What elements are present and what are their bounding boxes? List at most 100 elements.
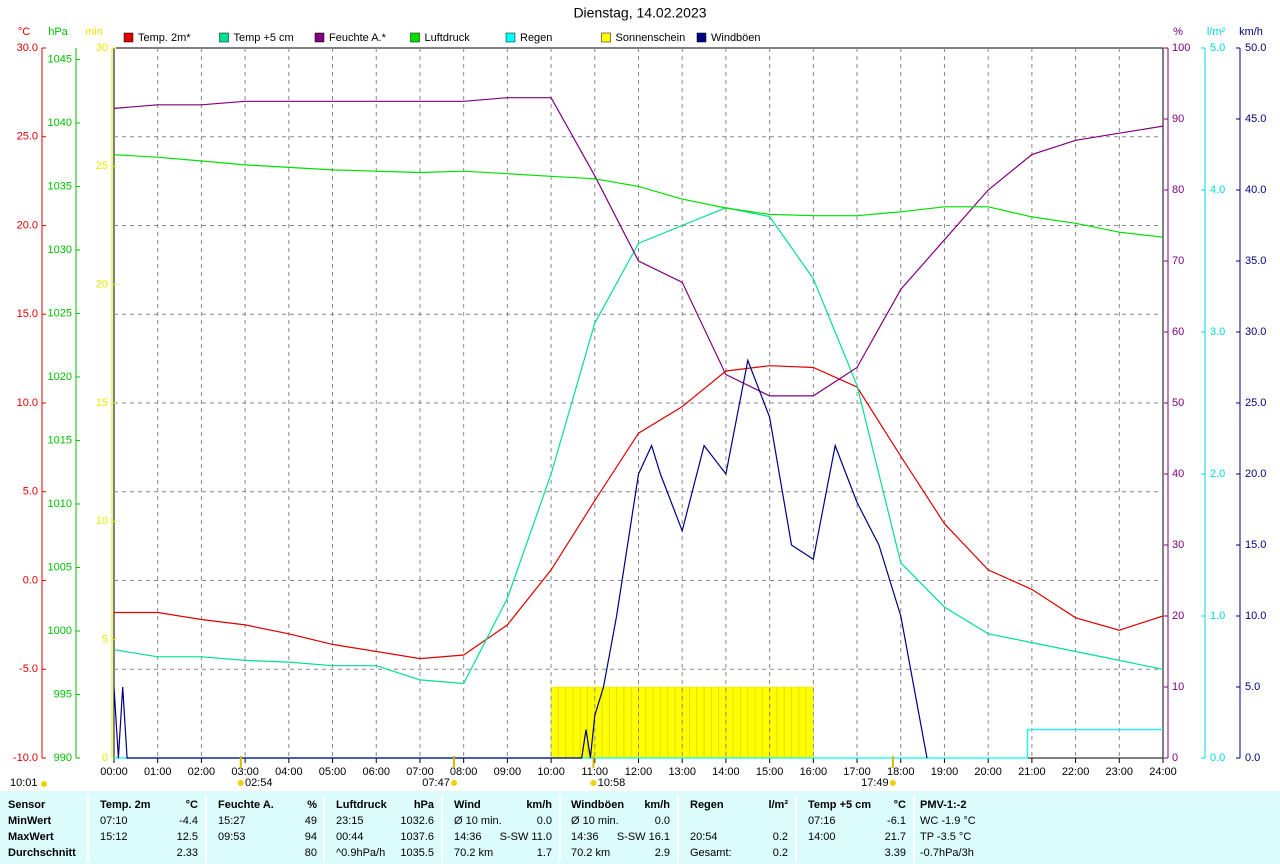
table-header: Regen [690, 799, 724, 811]
y-tick-label: 4.0 [1210, 184, 1225, 196]
y-tick-label: 90 [1172, 113, 1184, 125]
table-header: % [307, 799, 317, 811]
y-tick-label: 5.0 [1210, 42, 1225, 54]
y-tick-label: 70 [1172, 255, 1184, 267]
y-tick-label: 50 [1172, 397, 1184, 409]
legend-label: Temp +5 cm [234, 32, 294, 44]
y-tick-label: 1.0 [1210, 610, 1225, 622]
table-cell: 0.2 [773, 847, 788, 859]
y-tick-label: 45.0 [1245, 113, 1266, 125]
table-cell: S-SW 11.0 [500, 831, 552, 843]
table-cell: -6.1 [887, 815, 906, 827]
y-tick-label: 1020 [48, 371, 72, 383]
y-tick-label: 20.0 [17, 219, 38, 231]
table-row-label: MaxWert [8, 831, 54, 843]
y-tick-label: 35.0 [1245, 255, 1266, 267]
table-cell: 70.2 km [571, 847, 610, 859]
y-tick-label: 995 [54, 688, 72, 700]
table-header: Sensor [8, 799, 46, 811]
y-tick-label: 0.0 [1245, 752, 1260, 764]
axis-unit-label: hPa [48, 26, 68, 38]
legend-swatch [314, 32, 325, 43]
table-cell: 94 [305, 831, 317, 843]
y-tick-label: -10.0 [13, 752, 38, 764]
y-tick-label: 40.0 [1245, 184, 1266, 196]
legend-label: Sonnenschein [616, 32, 686, 44]
series-line [113, 207, 1164, 685]
table-cell: 14:36 [454, 831, 482, 843]
table-cell: ^0.9hPa/h [336, 847, 385, 859]
x-tick-label: 07:00 [406, 766, 434, 778]
x-tick-label: 00:00 [100, 766, 128, 778]
table-cell: 70.2 km [454, 847, 493, 859]
x-tick-label: 13:00 [668, 766, 696, 778]
table-cell: 14:36 [571, 831, 599, 843]
y-tick-label: 0.0 [1210, 752, 1225, 764]
chart-title: Dienstag, 14.02.2023 [573, 5, 706, 21]
table-cell: Gesamt: [690, 847, 732, 859]
x-tick-label: 09:00 [494, 766, 522, 778]
y-tick-label: 1015 [48, 434, 72, 446]
table-cell: 14:00 [808, 831, 836, 843]
y-tick-label: 1040 [48, 117, 72, 129]
time-label: 17:49 [861, 777, 889, 789]
axis-unit-label: % [1173, 26, 1183, 38]
y-tick-label: 0 [102, 752, 108, 764]
table-header: Wind [454, 799, 481, 811]
x-tick-label: 06:00 [362, 766, 390, 778]
table-cell: 0.0 [537, 815, 552, 827]
x-tick-label: 02:00 [188, 766, 216, 778]
time-label: 07:47 [422, 777, 450, 789]
x-tick-label: 08:00 [450, 766, 478, 778]
table-cell: Ø 10 min. [454, 815, 502, 827]
table-cell: 20:54 [690, 831, 718, 843]
time-label: 02:54 [245, 777, 273, 789]
x-tick-label: 24:00 [1149, 766, 1177, 778]
legend-swatch [219, 32, 229, 43]
sun-icon [237, 780, 244, 786]
table-cell: 80 [305, 847, 317, 859]
legend-label: Temp. 2m* [138, 32, 191, 44]
text-layer: 00:00 01:00 02:00 03:00 04:00 05:00 06:00 07:00… [8, 26, 1266, 862]
table-cell: -0.7hPa/3h [920, 847, 974, 859]
y-tick-label: 1030 [48, 244, 72, 256]
axis-unit-label: l/m² [1207, 26, 1226, 38]
y-tick-label: 5.0 [1245, 681, 1260, 693]
y-tick-label: 25.0 [1245, 397, 1266, 409]
y-tick-label: 1025 [48, 307, 72, 319]
y-tick-label: 1045 [48, 53, 72, 65]
y-tick-label: 15.0 [1245, 539, 1266, 551]
series-line [114, 365, 1164, 660]
table-row-label: MinWert [8, 815, 52, 827]
table-cell: 07:16 [808, 815, 836, 827]
y-tick-label: 30 [1172, 539, 1184, 551]
table-cell: 15:12 [100, 831, 128, 843]
x-tick-label: 05:00 [319, 766, 347, 778]
y-tick-label: 1005 [48, 561, 72, 573]
y-tick-label: 15 [96, 397, 108, 409]
legend-swatch [410, 32, 420, 43]
series-line [113, 97, 1164, 397]
table-background [0, 791, 1280, 864]
y-tick-label: 15.0 [17, 308, 38, 320]
table-cell: 1037.6 [400, 831, 434, 843]
x-tick-label: 15:00 [756, 766, 784, 778]
y-tick-label: 30.0 [1245, 326, 1266, 338]
x-tick-label: 04:00 [275, 766, 303, 778]
table-header: km/h [526, 799, 552, 811]
y-tick-label: 60 [1172, 326, 1184, 338]
table-cell: 1.7 [537, 847, 552, 859]
legend-swatch [505, 32, 516, 43]
series-line [113, 358, 928, 759]
table-header: hPa [414, 799, 435, 811]
y-tick-label: 30.0 [17, 42, 38, 54]
table-cell: 0.2 [773, 831, 788, 843]
y-tick-label: 100 [1172, 42, 1190, 54]
table-header: Feuchte A. [218, 799, 274, 811]
y-tick-label: 5 [102, 634, 108, 646]
y-tick-label: 3.0 [1210, 326, 1225, 338]
y-tick-label: 20 [96, 279, 108, 291]
y-tick-label: 10.0 [17, 397, 38, 409]
y-tick-label: 0 [1172, 752, 1178, 764]
table-cell: 3.39 [885, 847, 906, 859]
